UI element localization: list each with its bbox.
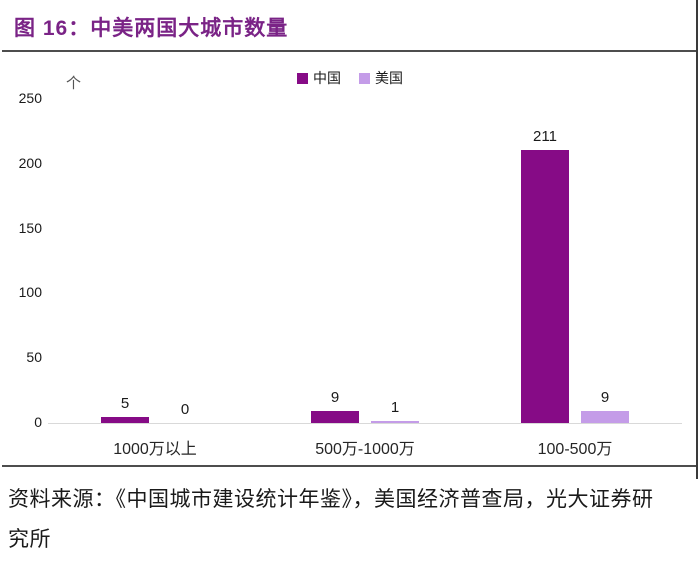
bar-中国-500万-1000万	[311, 411, 359, 423]
value-label-中国-1000万以上: 5	[120, 395, 130, 412]
legend-label: 美国	[375, 70, 403, 86]
legend-marker-美国	[359, 72, 370, 84]
figure-title: 图 16：中美两国大城市数量	[14, 17, 289, 40]
y-tick-label: 250	[18, 90, 42, 106]
legend-marker-中国	[297, 72, 308, 84]
y-tick-label: 150	[18, 219, 42, 236]
category-label: 500万-1000万	[315, 441, 415, 458]
value-label-中国-100-500万: 211	[533, 128, 557, 145]
top-divider	[2, 50, 698, 52]
value-label-美国-500万-1000万: 1	[390, 399, 400, 416]
bar-美国-100-500万	[581, 411, 629, 423]
bar-中国-100-500万	[521, 150, 569, 423]
legend-label: 中国	[313, 70, 341, 86]
source-note: 资料来源：《中国城市建设统计年鉴》，美国经济普查局，光大证券研究所	[8, 487, 654, 551]
bottom-divider	[2, 465, 698, 467]
legend-item-美国: 美国	[359, 68, 403, 88]
category-label: 100-500万	[537, 441, 613, 458]
y-tick-label: 200	[18, 154, 42, 171]
category-label: 1000万以上	[113, 441, 197, 458]
chart-legend: 中国 美国	[0, 68, 700, 88]
right-border	[696, 0, 698, 479]
figure-header: 图 16：中美两国大城市数量	[0, 0, 700, 50]
value-label-中国-500万-1000万: 9	[330, 389, 340, 406]
bar-chart: 中国 美国 个 0 50 100 150 200 250 5 0 1000万以上 9 1 500万-10…	[0, 52, 700, 465]
y-tick-label: 50	[26, 349, 42, 366]
bar-中国-1000万以上	[101, 417, 149, 423]
value-label-美国-1000万以上: 0	[180, 401, 190, 418]
y-tick-label: 100	[18, 284, 42, 301]
y-tick-label: 0	[34, 414, 42, 430]
bar-美国-500万-1000万	[371, 421, 419, 423]
y-axis-unit-label: 个	[66, 75, 82, 92]
x-axis-line	[48, 423, 682, 424]
legend-item-中国: 中国	[297, 68, 341, 88]
value-label-美国-100-500万: 9	[600, 389, 610, 406]
